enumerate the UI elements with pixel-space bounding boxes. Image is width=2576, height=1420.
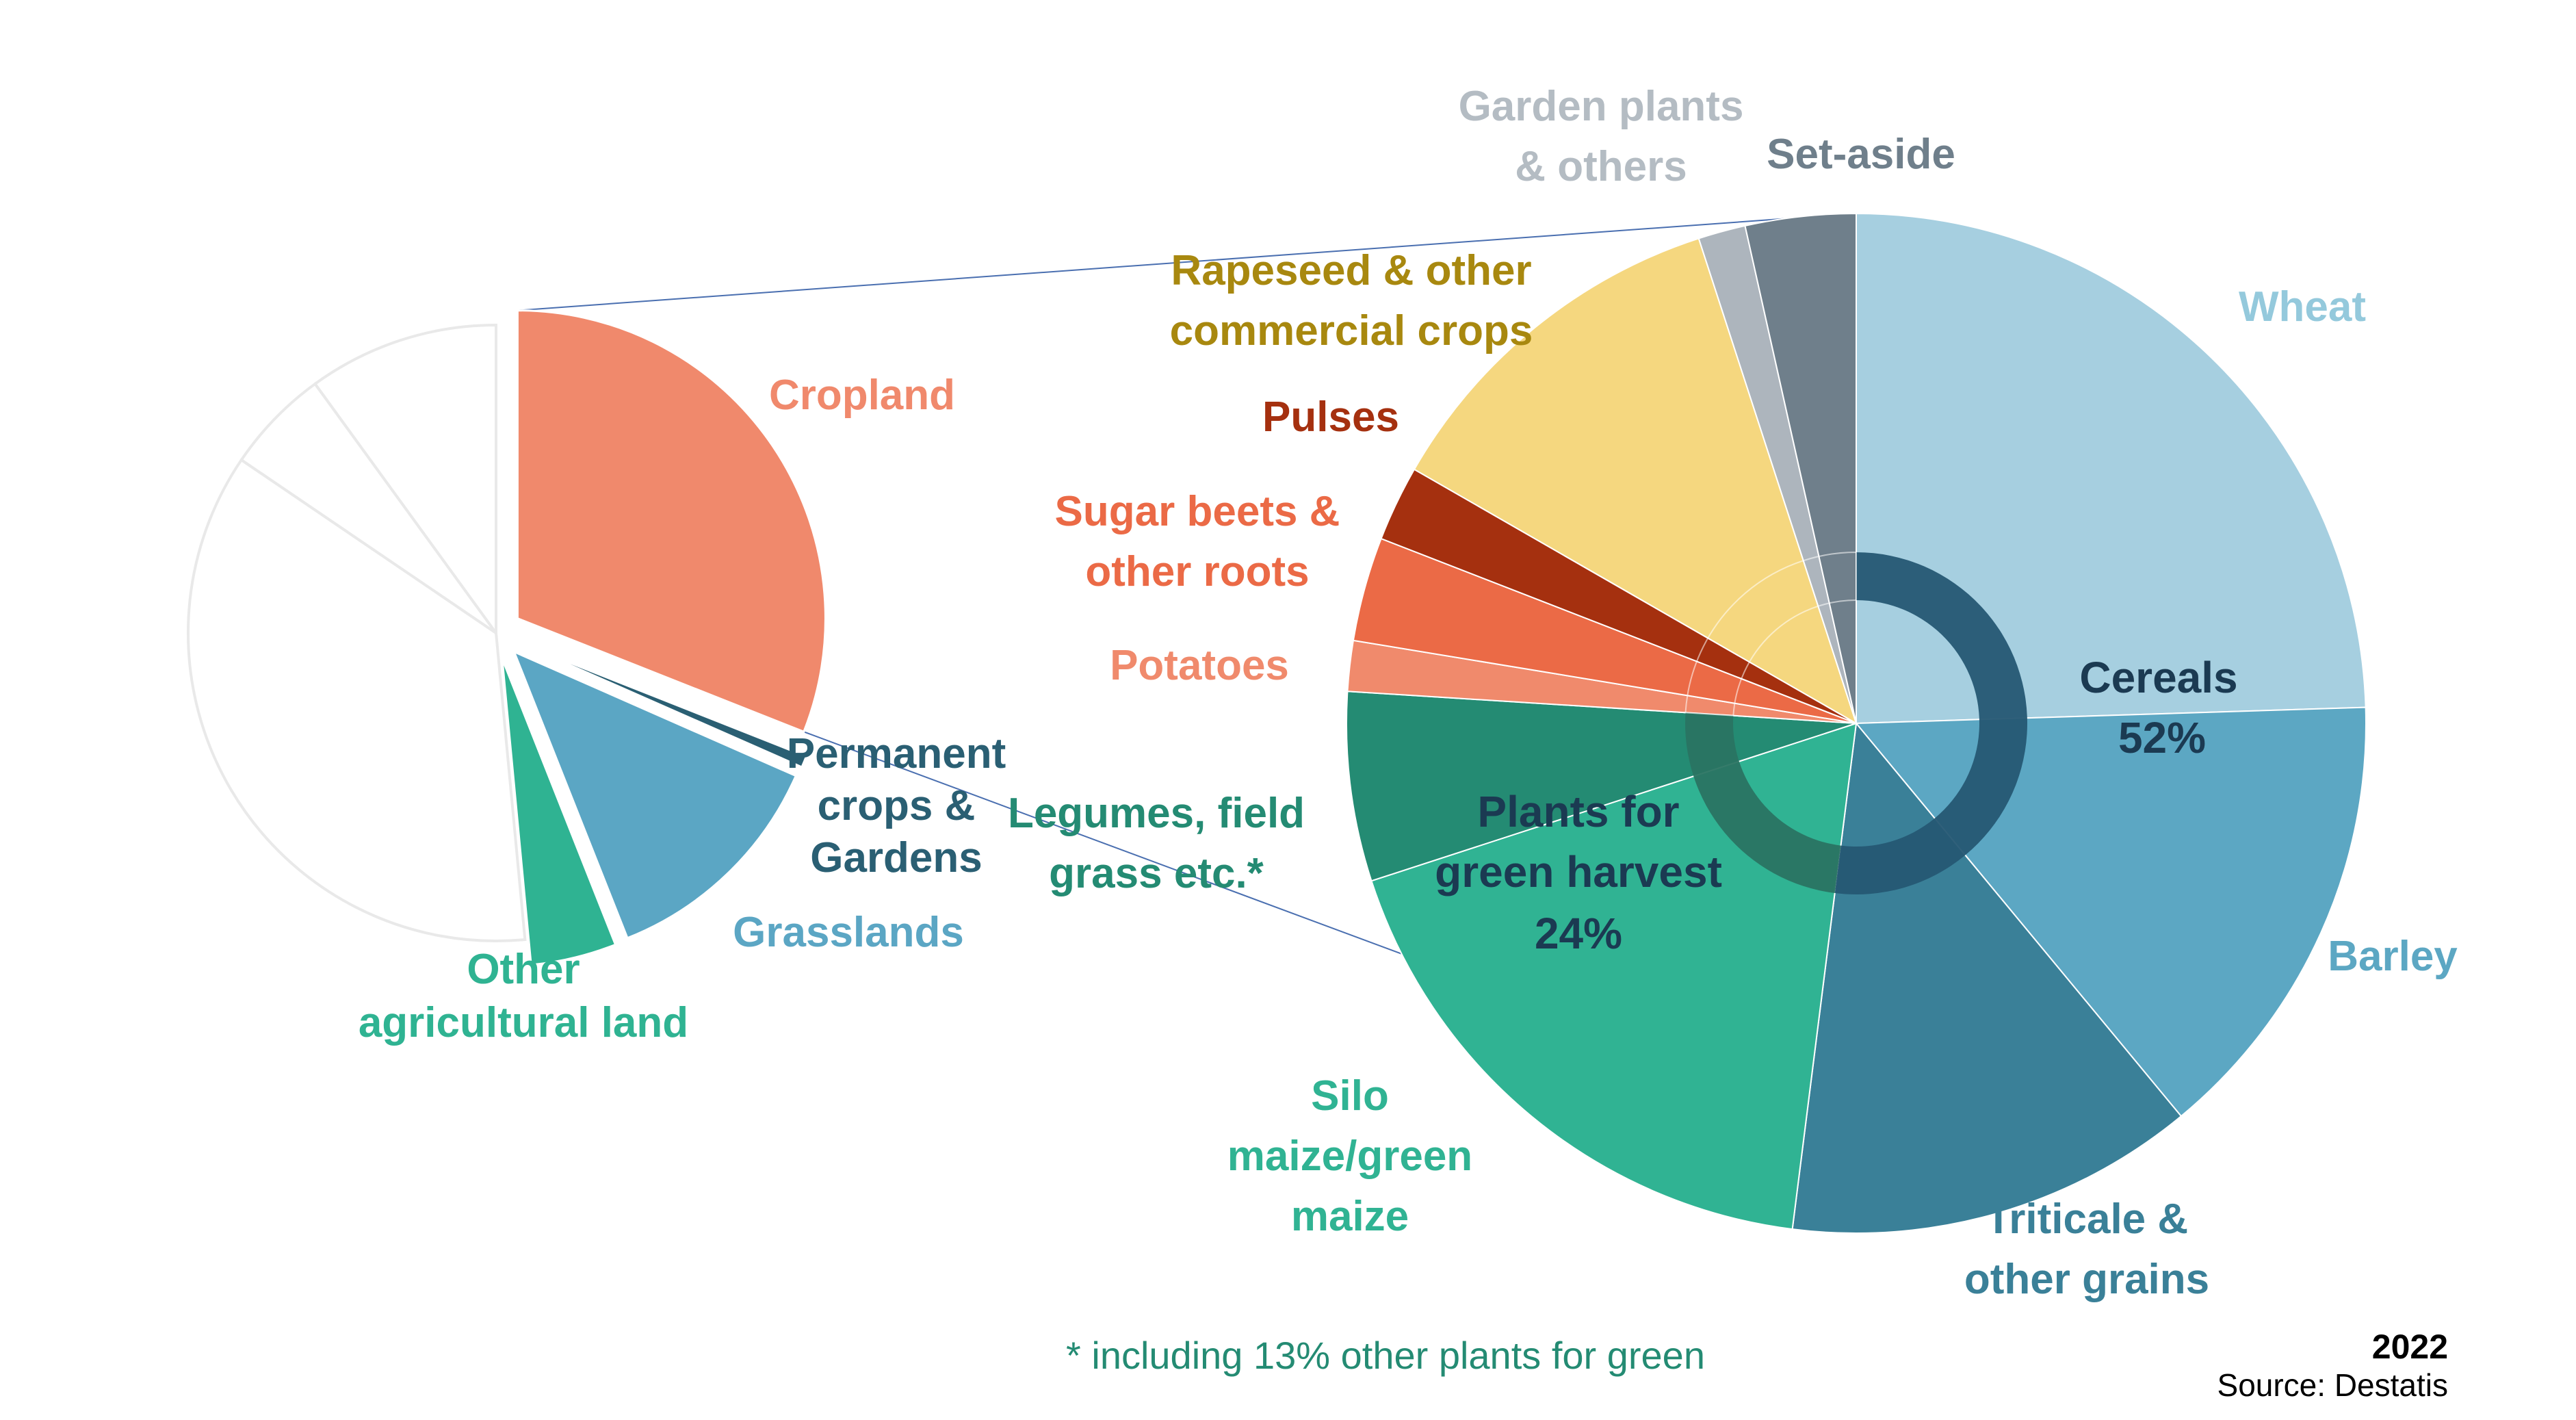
label-silo-1: Silo [1311, 1072, 1389, 1120]
slice-set-aside [1744, 212, 1857, 724]
label-rapeseed-2: commercial crops [1170, 307, 1533, 354]
slice-blank-6 [313, 323, 497, 638]
slice-grasslands [512, 649, 798, 940]
label-green-2: green harvest [1435, 847, 1722, 896]
ring-segment-plants-for-green-harvest [1685, 712, 1841, 894]
slice-silo-maize-green-maize [1370, 722, 1858, 1230]
slice-wheat [1856, 212, 2367, 725]
footnote: * including 13% other plants for green [1066, 1334, 1705, 1377]
label-sugar-1: Sugar beets & [1055, 488, 1340, 535]
label-silo-3: maize [1291, 1193, 1409, 1240]
label-cereals: Cereals [2079, 653, 2237, 702]
ring-segment-cereals [1834, 552, 2027, 894]
label-legumes-1: Legumes, field [1008, 790, 1305, 837]
label-permanent-1: Permanent [787, 730, 1006, 777]
label-green-pct: 24% [1535, 909, 1622, 958]
label-garden-2: & others [1515, 143, 1687, 190]
slice-other-agricultural-land [501, 658, 617, 966]
connector-top [517, 213, 1857, 311]
label-grasslands: Grasslands [733, 909, 964, 956]
label-sugar-2: other roots [1085, 548, 1309, 595]
slice-permanent-crops-gardens [519, 642, 808, 769]
label-setaside: Set-aside [1767, 131, 1955, 178]
label-cereals-pct: 52% [2118, 713, 2206, 762]
label-triticale-2: other grains [1964, 1256, 2209, 1303]
left-pie-labels: Cropland Permanent crops & Gardens Grass… [359, 372, 1006, 1046]
ring-segment-rest [1684, 551, 1857, 717]
right-pie-labels: Garden plants & others Set-aside Rapesee… [1008, 83, 2458, 1303]
slice-rapeseed-other-commercial-crops [1413, 237, 1858, 725]
label-triticale-1: Triticale & [1986, 1196, 2188, 1243]
cropland-breakdown-pie [1346, 212, 2367, 1234]
inner-ring [1684, 551, 2027, 894]
connector-lines [517, 213, 1857, 955]
label-rapeseed-1: Rapeseed & other [1171, 247, 1531, 294]
label-cropland: Cropland [769, 372, 955, 419]
label-other-2: agricultural land [359, 999, 688, 1046]
slice-blank-4 [187, 458, 527, 942]
connector-bottom [803, 731, 1402, 955]
label-barley: Barley [2328, 933, 2458, 980]
slice-cropland [516, 309, 827, 734]
label-wheat: Wheat [2239, 283, 2366, 331]
year: 2022 [2372, 1328, 2448, 1366]
label-green-1: Plants for [1477, 787, 1679, 836]
label-other-1: Other [467, 946, 580, 993]
source: Source: Destatis [2217, 1367, 2448, 1403]
label-permanent-2: crops & [818, 782, 976, 829]
slice-blank-5 [239, 382, 497, 634]
label-potatoes: Potatoes [1110, 642, 1289, 689]
label-pulses: Pulses [1262, 393, 1399, 441]
land-use-pie [187, 309, 827, 966]
label-permanent-3: Gardens [810, 834, 983, 881]
label-silo-2: maize/green [1227, 1133, 1472, 1180]
label-garden-1: Garden plants [1459, 83, 1744, 130]
label-legumes-2: grass etc.* [1049, 850, 1264, 897]
